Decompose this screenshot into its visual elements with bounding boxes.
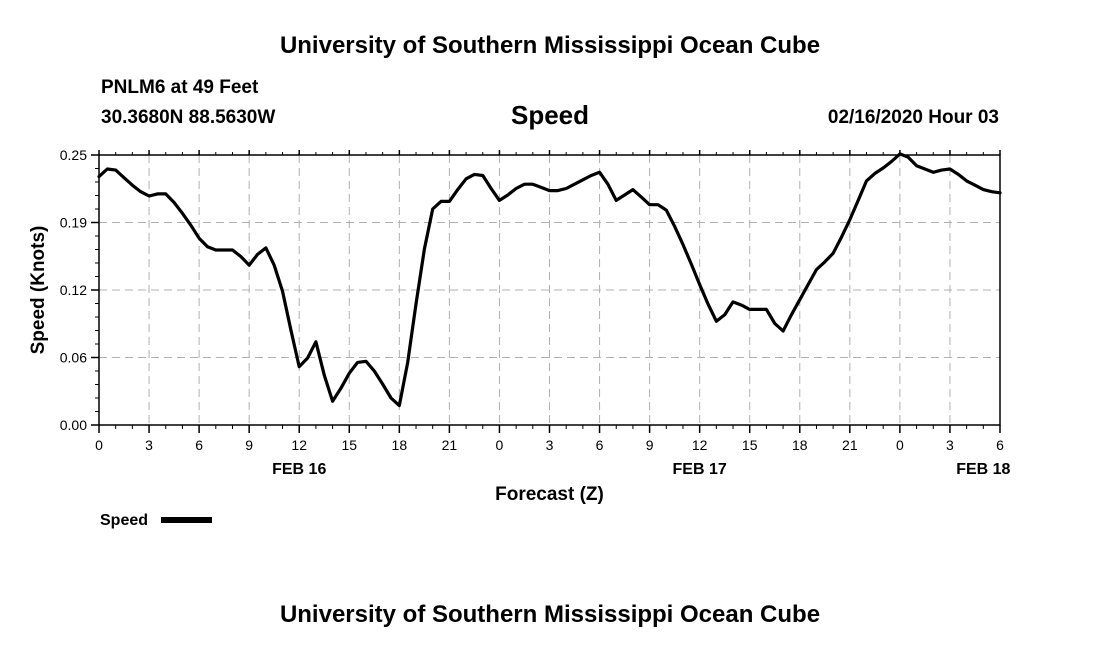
legend-label-speed: Speed bbox=[100, 512, 148, 529]
x-tick-label: 12 bbox=[291, 437, 307, 453]
x-tick-label: 0 bbox=[896, 437, 904, 453]
x-tick-label: 9 bbox=[646, 437, 654, 453]
x-tick-label: 18 bbox=[392, 437, 408, 453]
x-tick-label: 3 bbox=[946, 437, 954, 453]
chart-super-title: University of Southern Mississippi Ocean… bbox=[279, 32, 821, 59]
x-tick-label: 3 bbox=[546, 437, 554, 453]
legend-swatch-speed bbox=[161, 517, 212, 523]
date-label: FEB 17 bbox=[673, 461, 727, 478]
y-tick-label: 0.06 bbox=[60, 350, 87, 366]
y-tick-label: 0.19 bbox=[60, 215, 87, 231]
date-label: FEB 18 bbox=[956, 461, 1010, 478]
axis-ticks bbox=[91, 150, 1001, 433]
y-tick-label: 0.25 bbox=[60, 147, 87, 163]
speed-series-line bbox=[97, 152, 1002, 408]
x-tick-label: 3 bbox=[145, 437, 153, 453]
chart-footer-title: University of Southern Mississippi Ocean… bbox=[279, 601, 821, 628]
legend: Speed bbox=[100, 512, 212, 529]
y-axis-tick-labels: 0.00 0.06 0.12 0.19 0.25 bbox=[60, 147, 87, 433]
x-tick-label: 12 bbox=[692, 437, 708, 453]
coordinates-label: 30.3680N 88.5630W bbox=[101, 107, 276, 128]
y-tick-label: 0.12 bbox=[60, 282, 87, 298]
x-tick-label: 6 bbox=[996, 437, 1004, 453]
x-tick-label: 6 bbox=[596, 437, 604, 453]
x-tick-label: 21 bbox=[442, 437, 458, 453]
grid-lines bbox=[99, 155, 1000, 425]
date-label: FEB 16 bbox=[272, 461, 326, 478]
x-tick-label: 21 bbox=[842, 437, 858, 453]
x-tick-label: 15 bbox=[742, 437, 758, 453]
chart-title: Speed bbox=[510, 100, 590, 130]
x-tick-label: 0 bbox=[95, 437, 103, 453]
timestamp-label: 02/16/2020 Hour 03 bbox=[827, 107, 999, 128]
x-tick-label: 15 bbox=[341, 437, 357, 453]
x-axis-tick-labels: 0 3 6 9 12 15 18 21 0 3 6 9 12 15 18 21 0 3 6 bbox=[95, 437, 1004, 453]
y-tick-label: 0.00 bbox=[60, 417, 87, 433]
x-tick-label: 9 bbox=[245, 437, 253, 453]
x-tick-label: 6 bbox=[195, 437, 203, 453]
x-tick-label: 18 bbox=[792, 437, 808, 453]
date-labels: FEB 16 FEB 17 FEB 18 bbox=[272, 461, 1010, 478]
x-tick-label: 0 bbox=[496, 437, 504, 453]
x-axis-title: Forecast (Z) bbox=[495, 484, 604, 505]
station-label: PNLM6 at 49 Feet bbox=[101, 77, 259, 98]
y-axis-title: Speed (Knots) bbox=[28, 226, 49, 355]
